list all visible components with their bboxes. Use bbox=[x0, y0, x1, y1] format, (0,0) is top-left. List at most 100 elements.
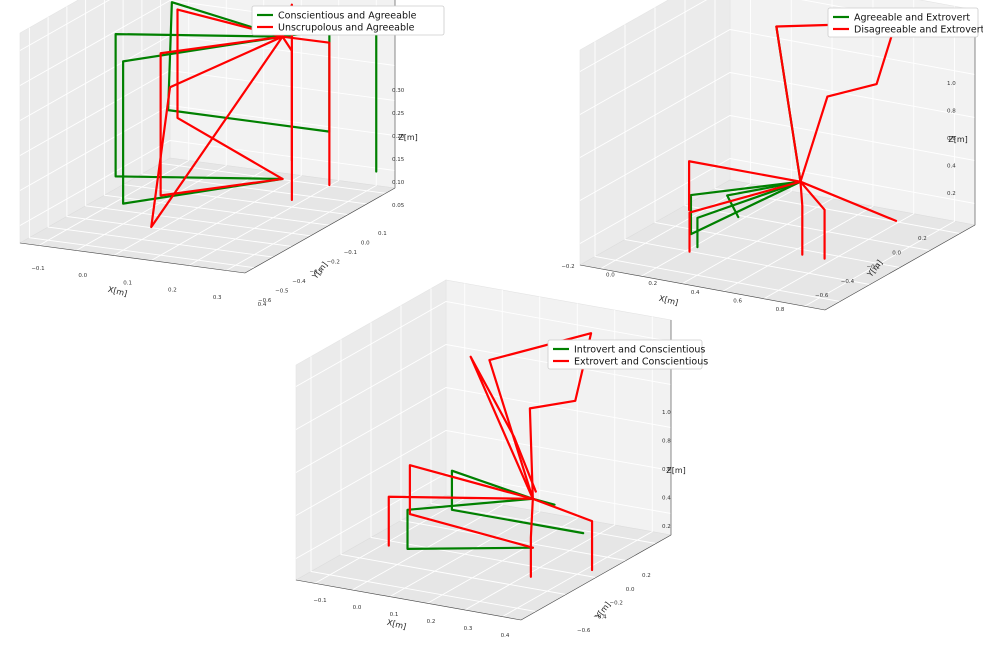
y-tick-label: −0.4 bbox=[593, 614, 607, 620]
y-gridline bbox=[310, 356, 537, 612]
x-gridline bbox=[641, 0, 792, 277]
x-tick-label: 0.8 bbox=[776, 307, 785, 313]
y-tick-label: 0.1 bbox=[378, 231, 387, 237]
y-gridline bbox=[654, 7, 901, 268]
trajectory-red bbox=[688, 160, 802, 212]
x-tick-label: 0.2 bbox=[648, 281, 657, 287]
y-tick-label: −0.2 bbox=[610, 601, 623, 607]
y-tick-label: −0.6 bbox=[577, 628, 591, 634]
z-tick-label: 0.8 bbox=[662, 439, 671, 445]
x-gridline bbox=[151, 0, 302, 261]
legend-box bbox=[547, 339, 703, 370]
x-tick-label: 0.0 bbox=[606, 273, 615, 279]
x-gridline bbox=[681, 0, 833, 285]
z-tick-label: 0.2 bbox=[662, 524, 671, 530]
z-tick-label: 0.15 bbox=[392, 157, 405, 163]
legend-label: Agreeable and Extrovert bbox=[854, 13, 970, 24]
x-gridline bbox=[464, 310, 616, 611]
x-axis-line bbox=[19, 242, 246, 274]
y-gridline bbox=[85, 0, 311, 237]
x-tick-label: 0.2 bbox=[168, 288, 177, 294]
y-tick-label: −0.5 bbox=[275, 288, 289, 294]
trajectory-green bbox=[114, 33, 284, 181]
z-tick-label: 0.8 bbox=[947, 109, 956, 115]
y-tick-label: −0.1 bbox=[344, 250, 357, 256]
z-tick-label: 0.20 bbox=[392, 134, 405, 140]
y-axis-line bbox=[244, 187, 396, 274]
trajectory-red bbox=[176, 8, 284, 181]
y-gridline bbox=[66, 6, 292, 247]
x-gridline bbox=[352, 290, 503, 591]
x-axis-label: X[m] bbox=[386, 618, 407, 631]
z-tick-label: 0.6 bbox=[662, 467, 671, 473]
legend-box bbox=[251, 5, 445, 36]
z-gridline bbox=[295, 387, 672, 473]
legend-label: Introvert and Conscientious bbox=[574, 345, 705, 356]
z-axis-label: Z[m] bbox=[666, 466, 686, 475]
trajectory-red bbox=[531, 497, 594, 572]
y-tick-label: −0.4 bbox=[292, 279, 306, 285]
trajectory-red bbox=[799, 180, 826, 260]
z-gridline bbox=[579, 115, 976, 201]
x-gridline bbox=[804, 6, 956, 307]
trajectory-red bbox=[159, 35, 284, 197]
y-tick-label: 0.2 bbox=[918, 236, 927, 242]
x-axis-line bbox=[579, 264, 826, 311]
y-gridline bbox=[624, 24, 871, 285]
z-tick-label: 0.05 bbox=[392, 203, 405, 209]
x-gridline bbox=[427, 303, 578, 604]
trajectory-red bbox=[281, 35, 331, 187]
z-gridline bbox=[579, 158, 976, 244]
z-tick-label: 0.4 bbox=[662, 496, 671, 502]
x-gridline bbox=[76, 0, 227, 251]
chart-panel-3: −0.1 0.0 0.1 0.2 0.3 0.4 0.2 0.0 −0.2 −0.4 −0.6 0.2… bbox=[295, 279, 708, 639]
z-gridline bbox=[19, 105, 396, 191]
y-gridline bbox=[370, 322, 597, 578]
y-tick-label: −0.2 bbox=[867, 265, 880, 271]
y-tick-label: 0.2 bbox=[642, 573, 651, 579]
trajectory-red bbox=[387, 495, 534, 547]
x-gridline bbox=[600, 0, 751, 270]
x-tick-label: 0.6 bbox=[733, 298, 742, 304]
y-tick-label: −0.2 bbox=[327, 260, 340, 266]
legend-label: Unscrupolous and Agreeable bbox=[278, 23, 415, 34]
z-tick-label: 0.10 bbox=[392, 180, 405, 186]
x-tick-label: 0.2 bbox=[427, 619, 436, 625]
z-gridline bbox=[579, 29, 976, 115]
x-tick-label: 0.4 bbox=[258, 302, 267, 308]
z-tick-label: 0.6 bbox=[947, 136, 956, 142]
x-axis-label: X[m] bbox=[107, 285, 128, 298]
trajectory-green bbox=[122, 35, 284, 205]
y-axis-line bbox=[824, 224, 976, 311]
x-tick-label: 0.4 bbox=[501, 633, 510, 639]
y-gridline bbox=[684, 0, 931, 251]
z-tick-label: 0.30 bbox=[392, 88, 405, 94]
y-gridline bbox=[28, 27, 255, 269]
x-axis-line bbox=[295, 579, 522, 621]
z-axis-label: Z[m] bbox=[948, 135, 968, 144]
z-tick-label: 1.0 bbox=[662, 410, 671, 416]
y-gridline bbox=[714, 0, 961, 234]
x-tick-label: −0.1 bbox=[313, 598, 326, 604]
x-tick-label: 0.0 bbox=[353, 605, 362, 611]
x-tick-label: 0.1 bbox=[123, 280, 132, 286]
y-gridline bbox=[340, 339, 567, 595]
x-gridline bbox=[38, 0, 190, 246]
y-gridline bbox=[47, 17, 274, 258]
z-gridline bbox=[19, 0, 111, 51]
x-tick-label: 0.3 bbox=[464, 626, 473, 632]
legend-label: Disagreeable and Extrovert bbox=[854, 25, 983, 36]
legend-label: Conscientious and Agreeable bbox=[278, 11, 417, 22]
z-gridline bbox=[295, 301, 672, 387]
z-tick-label: 0.4 bbox=[947, 164, 956, 170]
trajectory-red bbox=[150, 35, 284, 229]
y-gridline bbox=[430, 288, 657, 544]
x-gridline bbox=[188, 0, 340, 266]
trajectory-green bbox=[696, 180, 802, 249]
z-gridline bbox=[295, 473, 672, 559]
legend-box bbox=[827, 7, 979, 38]
y-gridline bbox=[103, 0, 330, 226]
